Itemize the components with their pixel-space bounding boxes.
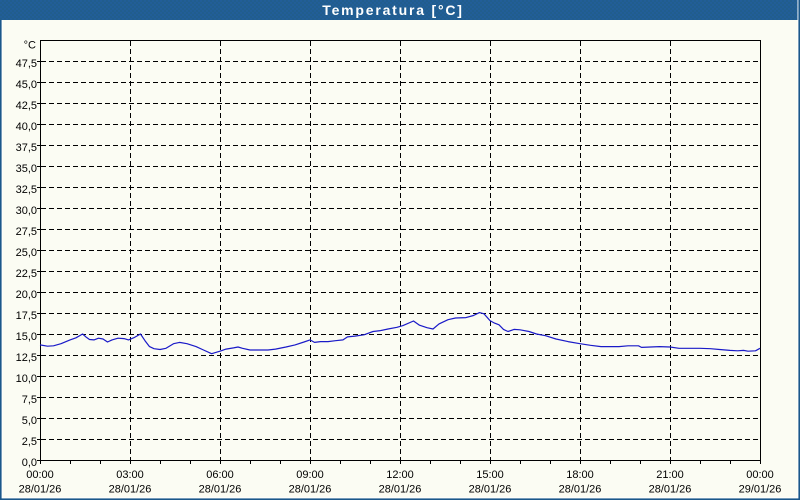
svg-text:06:00: 06:00 <box>206 469 234 481</box>
svg-text:27,5: 27,5 <box>16 226 37 238</box>
svg-text:0,0: 0,0 <box>22 457 37 469</box>
svg-text:40,0: 40,0 <box>16 121 37 133</box>
svg-text:12,5: 12,5 <box>16 352 37 364</box>
svg-text:00:00: 00:00 <box>26 469 54 481</box>
svg-text:10,0: 10,0 <box>16 373 37 385</box>
svg-text:37,5: 37,5 <box>16 142 37 154</box>
svg-text:28/01/26: 28/01/26 <box>109 484 152 496</box>
svg-text:18:00: 18:00 <box>566 469 594 481</box>
svg-text:28/01/26: 28/01/26 <box>379 484 422 496</box>
svg-text:45,0: 45,0 <box>16 79 37 91</box>
svg-text:28/01/26: 28/01/26 <box>289 484 332 496</box>
svg-text:29/01/26: 29/01/26 <box>739 484 782 496</box>
svg-text:17,5: 17,5 <box>16 310 37 322</box>
svg-text:7,5: 7,5 <box>22 394 37 406</box>
svg-text:35,0: 35,0 <box>16 163 37 175</box>
svg-text:32,5: 32,5 <box>16 184 37 196</box>
svg-text:22,5: 22,5 <box>16 268 37 280</box>
svg-text:28/01/26: 28/01/26 <box>559 484 602 496</box>
svg-text:28/01/26: 28/01/26 <box>19 484 62 496</box>
svg-text:30,0: 30,0 <box>16 205 37 217</box>
svg-text:03:00: 03:00 <box>116 469 144 481</box>
svg-text:09:00: 09:00 <box>296 469 324 481</box>
svg-text:47,5: 47,5 <box>16 58 37 70</box>
svg-text:°C: °C <box>24 40 36 52</box>
svg-text:5,0: 5,0 <box>22 415 37 427</box>
svg-text:12:00: 12:00 <box>386 469 414 481</box>
svg-text:20,0: 20,0 <box>16 289 37 301</box>
svg-text:28/01/26: 28/01/26 <box>469 484 512 496</box>
svg-text:25,0: 25,0 <box>16 247 37 259</box>
svg-text:Temperatura [°C]: Temperatura [°C] <box>322 2 464 18</box>
svg-text:21:00: 21:00 <box>656 469 684 481</box>
svg-text:28/01/26: 28/01/26 <box>649 484 692 496</box>
svg-text:15,0: 15,0 <box>16 331 37 343</box>
svg-text:00:00: 00:00 <box>746 469 774 481</box>
svg-text:15:00: 15:00 <box>476 469 504 481</box>
svg-text:2,5: 2,5 <box>22 436 37 448</box>
svg-text:42,5: 42,5 <box>16 100 37 112</box>
svg-text:28/01/26: 28/01/26 <box>199 484 242 496</box>
